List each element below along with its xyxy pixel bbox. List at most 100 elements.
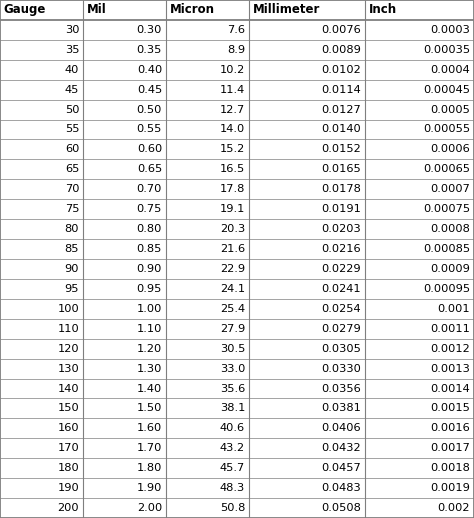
Bar: [166, 398, 249, 419]
Bar: [249, 40, 365, 60]
Text: 0.0483: 0.0483: [321, 483, 361, 493]
Text: 35: 35: [64, 45, 79, 55]
Text: Gauge: Gauge: [4, 4, 46, 17]
Bar: [0, 160, 83, 179]
Text: 0.0254: 0.0254: [321, 304, 361, 314]
Text: 0.00045: 0.00045: [423, 84, 470, 95]
Text: 0.0018: 0.0018: [430, 463, 470, 473]
Bar: [0, 438, 83, 458]
Text: 0.0016: 0.0016: [430, 423, 470, 434]
Bar: [249, 219, 365, 239]
Text: 1.20: 1.20: [137, 343, 162, 354]
Text: Mil: Mil: [87, 4, 107, 17]
Bar: [166, 60, 249, 80]
Bar: [166, 199, 249, 219]
Text: 0.85: 0.85: [137, 244, 162, 254]
Text: 50: 50: [64, 105, 79, 114]
Text: 0.0013: 0.0013: [430, 364, 470, 373]
Text: 0.0241: 0.0241: [321, 284, 361, 294]
Bar: [0, 60, 83, 80]
Text: 38.1: 38.1: [219, 404, 245, 413]
Text: 50.8: 50.8: [219, 503, 245, 513]
Text: 0.0191: 0.0191: [321, 204, 361, 214]
Text: 30: 30: [64, 25, 79, 35]
Text: 70: 70: [64, 184, 79, 194]
Bar: [0, 279, 83, 299]
Bar: [365, 319, 474, 339]
Bar: [83, 160, 166, 179]
Text: 95: 95: [64, 284, 79, 294]
Text: 75: 75: [64, 204, 79, 214]
Text: Millimeter: Millimeter: [253, 4, 320, 17]
Text: 0.0008: 0.0008: [430, 224, 470, 234]
Bar: [83, 259, 166, 279]
Text: 0.35: 0.35: [137, 45, 162, 55]
Bar: [365, 219, 474, 239]
Bar: [0, 239, 83, 259]
Bar: [166, 239, 249, 259]
Text: 0.95: 0.95: [137, 284, 162, 294]
Bar: [365, 0, 474, 20]
Bar: [365, 458, 474, 478]
Text: 21.6: 21.6: [220, 244, 245, 254]
Bar: [83, 339, 166, 358]
Text: 0.0127: 0.0127: [321, 105, 361, 114]
Text: 0.55: 0.55: [137, 124, 162, 135]
Text: 1.80: 1.80: [137, 463, 162, 473]
Text: 0.0152: 0.0152: [321, 145, 361, 154]
Text: 160: 160: [57, 423, 79, 434]
Bar: [365, 20, 474, 40]
Text: 1.00: 1.00: [137, 304, 162, 314]
Text: 1.40: 1.40: [137, 383, 162, 394]
Bar: [249, 60, 365, 80]
Text: 0.0007: 0.0007: [430, 184, 470, 194]
Bar: [166, 319, 249, 339]
Bar: [0, 20, 83, 40]
Bar: [365, 160, 474, 179]
Text: 65: 65: [65, 164, 79, 175]
Bar: [365, 358, 474, 379]
Text: 30.5: 30.5: [219, 343, 245, 354]
Text: Micron: Micron: [170, 4, 215, 17]
Bar: [83, 219, 166, 239]
Text: 0.0019: 0.0019: [430, 483, 470, 493]
Text: 0.0089: 0.0089: [321, 45, 361, 55]
Text: 170: 170: [57, 443, 79, 453]
Bar: [166, 99, 249, 120]
Bar: [249, 339, 365, 358]
Bar: [83, 438, 166, 458]
Bar: [0, 139, 83, 160]
Bar: [249, 379, 365, 398]
Bar: [83, 0, 166, 20]
Text: 0.0011: 0.0011: [430, 324, 470, 334]
Bar: [365, 339, 474, 358]
Bar: [166, 419, 249, 438]
Text: 1.90: 1.90: [137, 483, 162, 493]
Text: 1.60: 1.60: [137, 423, 162, 434]
Text: 10.2: 10.2: [220, 65, 245, 75]
Text: 15.2: 15.2: [220, 145, 245, 154]
Text: 20.3: 20.3: [220, 224, 245, 234]
Bar: [83, 498, 166, 518]
Bar: [166, 438, 249, 458]
Text: 0.0229: 0.0229: [321, 264, 361, 274]
Bar: [249, 358, 365, 379]
Bar: [83, 179, 166, 199]
Bar: [249, 139, 365, 160]
Bar: [365, 259, 474, 279]
Text: 0.00065: 0.00065: [423, 164, 470, 175]
Bar: [249, 80, 365, 99]
Bar: [0, 339, 83, 358]
Bar: [249, 319, 365, 339]
Bar: [249, 458, 365, 478]
Bar: [0, 259, 83, 279]
Bar: [83, 379, 166, 398]
Text: 0.0114: 0.0114: [321, 84, 361, 95]
Text: 150: 150: [57, 404, 79, 413]
Bar: [166, 80, 249, 99]
Text: 0.0009: 0.0009: [430, 264, 470, 274]
Text: 0.60: 0.60: [137, 145, 162, 154]
Bar: [83, 478, 166, 498]
Text: 100: 100: [57, 304, 79, 314]
Bar: [249, 239, 365, 259]
